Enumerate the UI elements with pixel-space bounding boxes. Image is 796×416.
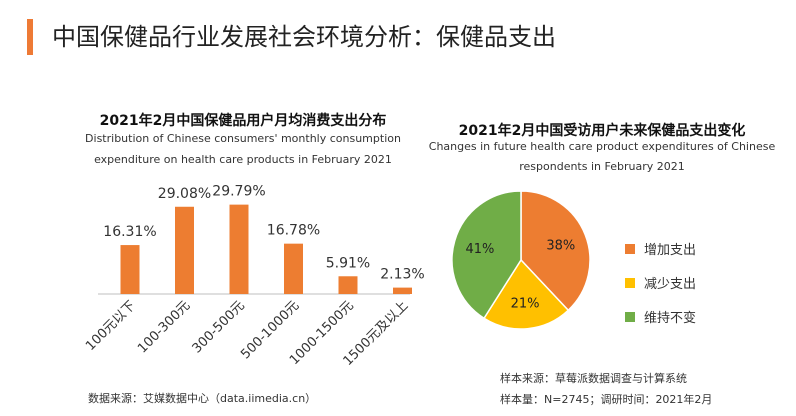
pie-chart-subtitle-line1: Changes in future health care product ex… (428, 140, 776, 153)
bar-0 (120, 245, 140, 294)
bar-value-label-4: 5.91% (326, 255, 370, 271)
bar-chart-title: 2021年2月中国保健品用户月均消费支出分布 (99, 113, 387, 129)
bar-chart: 16.31% 100元以下 29.08% 100-300元 29.79% 300-500元… (83, 184, 425, 369)
pie-chart-subtitle-line2: respondents in February 2021 (519, 160, 685, 173)
pie-chart-title: 2021年2月中国受访用户未来保健品支出变化 (458, 123, 746, 139)
data-source: 数据来源：艾媒数据中心（data.iimedia.cn） (88, 392, 317, 405)
legend-label-1: 减少支出 (644, 277, 696, 292)
x-tick-label-0: 100元以下 (83, 298, 139, 354)
x-tick-label-2: 300-500元 (190, 298, 248, 356)
pie-slice-label-2: 41% (465, 242, 494, 257)
bar-chart-subtitle-line1: Distribution of Chinese consumers' month… (85, 132, 401, 145)
legend-label-0: 增加支出 (644, 243, 696, 258)
sample-size: 样本量：N=2745；调研时间：2021年2月 (500, 393, 713, 406)
legend-label-2: 维持不变 (644, 310, 696, 326)
bar-value-label-0: 16.31% (103, 224, 156, 240)
bar-5 (393, 287, 412, 294)
bar-value-label-5: 2.13% (380, 267, 424, 283)
legend-swatch-2 (625, 312, 635, 322)
page-title: 中国保健品行业发展社会环境分析：保健品支出 (52, 23, 556, 51)
legend-swatch-1 (625, 278, 635, 288)
sample-source: 样本来源：草莓派数据调查与计算系统 (500, 372, 687, 385)
bar-3 (284, 243, 303, 294)
bar-4 (338, 276, 358, 294)
pie-slice-2 (451, 190, 522, 320)
bar-value-label-1: 29.08% (158, 186, 211, 202)
bar-1 (175, 206, 194, 294)
pie-slice-0 (520, 190, 591, 312)
bar-chart-subtitle-line2: expenditure on health care products in F… (94, 153, 392, 166)
pie-slice-label-1: 21% (511, 297, 540, 312)
bar-value-label-3: 16.78% (267, 223, 320, 239)
pie-slice-label-0: 38% (546, 238, 575, 253)
pie-slice-1 (482, 258, 570, 330)
bar-value-label-2: 29.79% (212, 184, 265, 200)
legend-swatch-0 (625, 244, 635, 254)
bar-2 (229, 204, 249, 294)
title-accent-bar (27, 19, 33, 55)
x-tick-label-1: 100-300元 (135, 298, 193, 356)
